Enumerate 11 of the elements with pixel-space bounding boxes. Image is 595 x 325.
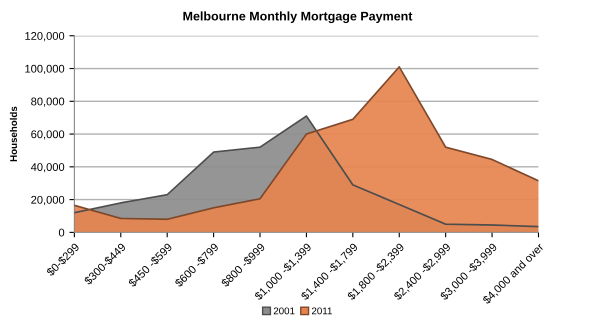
- y-tick-label: 100,000: [25, 64, 64, 74]
- y-tick-label: 20,000: [31, 196, 64, 206]
- y-tick-label: 60,000: [31, 130, 64, 140]
- y-tick-label: 120,000: [25, 32, 64, 42]
- legend-label: 2001: [274, 307, 294, 314]
- legend-label: 2011: [312, 307, 332, 314]
- y-tick-label: 0: [58, 228, 64, 237]
- chart-title: Melbourne Monthly Mortgage Payment: [183, 11, 412, 24]
- y-tick-label: 40,000: [30, 163, 64, 172]
- y-tick-label: 80,000: [31, 98, 64, 107]
- y-axis-title: Households: [10, 106, 18, 162]
